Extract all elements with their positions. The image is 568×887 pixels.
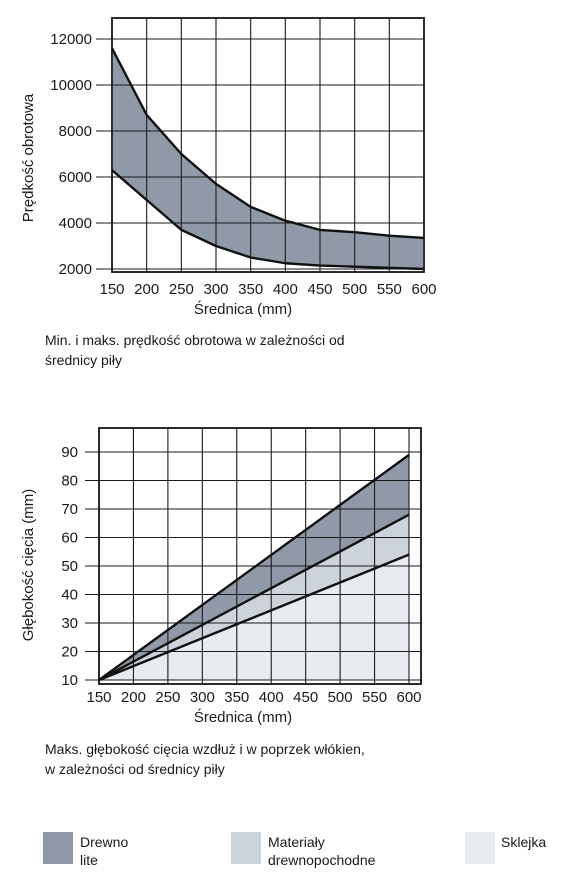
y-tick-label: 60: [61, 530, 78, 547]
y-tick-label: 70: [61, 501, 78, 518]
speed-caption-line-1: Min. i maks. prędkość obrotowa w zależno…: [45, 332, 345, 348]
series-line-2: [98, 453, 410, 681]
y-axis-label: Głębokość cięcia (mm): [20, 489, 37, 642]
y-axis-label: Prędkość obrotowa: [20, 93, 37, 222]
series-line-0: [98, 553, 410, 682]
speed-range-band: [112, 48, 424, 270]
x-tick-label: 350: [238, 281, 263, 298]
x-axis-label: Średnica (mm): [194, 708, 292, 726]
plot-border: [111, 17, 425, 273]
legend-swatch-drewno-lite: [43, 832, 73, 864]
x-axis-label: Średnica (mm): [194, 300, 292, 318]
x-tick-label: 250: [155, 689, 180, 706]
x-tick-label: 150: [99, 281, 124, 298]
x-tick-label: 250: [169, 281, 194, 298]
legend-swatch-materialy: [231, 832, 261, 864]
x-tick-label: 450: [293, 689, 318, 706]
series-line-1: [98, 513, 410, 682]
x-tick-label: 500: [342, 281, 367, 298]
legend-label-materialy-line-2: drewnopochodne: [268, 852, 376, 868]
y-tick-label: 4000: [59, 215, 92, 232]
speed-caption-line-2: średnicy piły: [45, 352, 123, 368]
y-tick-label: 12000: [50, 31, 92, 48]
x-tick-label: 500: [328, 689, 353, 706]
y-tick-label: 20: [61, 644, 78, 661]
y-tick-label: 40: [61, 587, 78, 604]
y-tick-label: 10000: [50, 77, 92, 94]
depth-caption-line-2: w zależności od średnicy piły: [45, 761, 225, 777]
x-tick-label: 550: [362, 689, 387, 706]
legend-label-drewno-lite: Drewno lite: [80, 834, 129, 868]
depth-chart: 10 20 30 40 50 60 70 80 90 150 200 250 300 350 400 450 5…: [20, 427, 422, 726]
speed-chart: 2000 4000 6000 8000 10000 12000 150 200 250 300 35…: [20, 17, 437, 318]
legend-label-materialy-line-1: Materiały: [268, 834, 325, 850]
series-line-1: [110, 47, 425, 240]
legend-label-sklejka: Sklejka: [501, 834, 547, 850]
plot-border: [98, 427, 422, 685]
x-tick-label: 200: [121, 689, 146, 706]
y-tick-label: 8000: [59, 123, 92, 140]
x-tick-label: 350: [224, 689, 249, 706]
x-tick-label: 600: [396, 689, 421, 706]
x-tick-label: 550: [377, 281, 402, 298]
legend-swatch-sklejka: [465, 832, 495, 864]
y-tick-label: 50: [61, 558, 78, 575]
speed-chart-caption: Min. i maks. prędkość obrotowa w zależno…: [45, 330, 345, 370]
y-tick-label: 10: [61, 672, 78, 689]
x-tick-label: 150: [86, 689, 111, 706]
y-tick-label: 90: [61, 444, 78, 461]
x-tick-label: 200: [134, 281, 159, 298]
x-tick-label: 300: [203, 281, 228, 298]
depth-chart-caption: Maks. głębokość cięcia wzdłuż i w poprze…: [45, 739, 365, 779]
x-tick-label: 300: [190, 689, 215, 706]
depth-caption-line-1: Maks. głębokość cięcia wzdłuż i w poprze…: [45, 741, 365, 757]
x-tick-label: 450: [307, 281, 332, 298]
x-tick-label: 400: [259, 689, 284, 706]
y-tick-label: 2000: [59, 261, 92, 278]
x-tick-label: 600: [411, 281, 436, 298]
series-line-0: [111, 169, 425, 271]
x-tick-label: 400: [273, 281, 298, 298]
y-tick-label: 6000: [59, 169, 92, 186]
y-tick-label: 30: [61, 615, 78, 632]
y-tick-label: 80: [61, 473, 78, 490]
legend-label-materialy: Materiały drewnopochodne: [268, 833, 375, 869]
